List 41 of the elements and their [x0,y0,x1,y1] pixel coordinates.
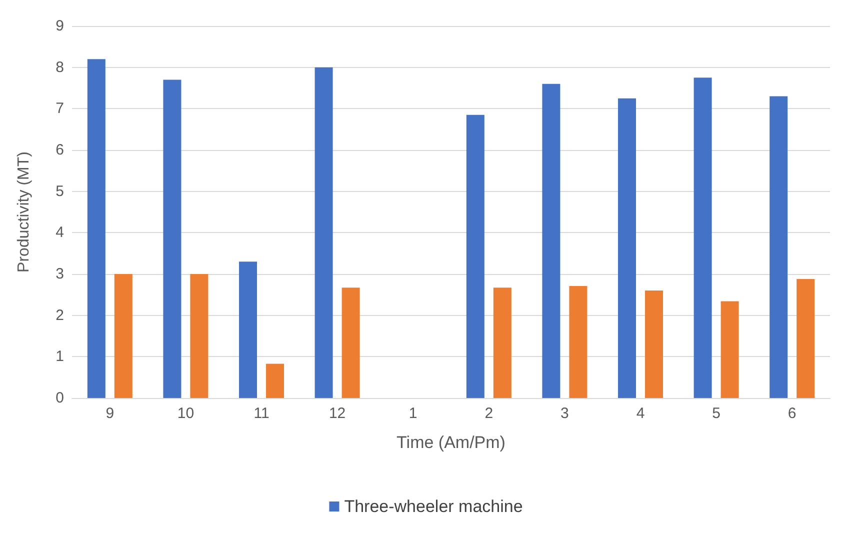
bar [618,98,636,398]
bar [239,262,257,398]
bar [569,286,588,398]
x-tick-label: 6 [788,405,796,422]
y-tick-label: 1 [56,348,64,366]
y-tick-label: 9 [56,18,64,34]
x-tick-label: 12 [328,405,346,422]
y-tick-label: 6 [56,142,64,158]
y-tick-label: 0 [56,390,64,406]
x-tick-label: 2 [484,405,494,422]
bar [770,96,788,398]
y-tick-label: 2 [56,306,64,324]
y-tick-label: 4 [56,224,64,242]
x-axis-title: Time (Am/Pm) [396,433,506,452]
bar [190,274,208,398]
bar [796,278,815,398]
bar [114,274,132,398]
bar [163,80,182,398]
x-tick-label: 9 [106,405,114,422]
bar [645,290,663,398]
x-tick-label: 3 [560,405,569,422]
x-tick-label: 5 [712,405,720,422]
bar [694,78,712,398]
y-tick-label: 8 [56,58,64,76]
x-tick-label: 4 [636,405,645,422]
bar [314,67,333,398]
bar [720,301,739,398]
legend-label: Three-wheeler machine [344,497,523,516]
bar [87,59,106,398]
bar [542,84,560,398]
bar [493,288,512,398]
bar [466,114,484,398]
x-tick-label: 11 [254,405,270,422]
y-tick-label: 5 [56,182,64,200]
bar [342,288,360,398]
y-axis-title: Productivity (MT) [16,152,32,272]
x-tick-label: 1 [408,405,418,422]
x-tick-label: 10 [177,405,194,422]
y-tick-label: 7 [56,100,64,118]
bar [266,364,284,398]
y-tick-label: 3 [56,266,64,282]
